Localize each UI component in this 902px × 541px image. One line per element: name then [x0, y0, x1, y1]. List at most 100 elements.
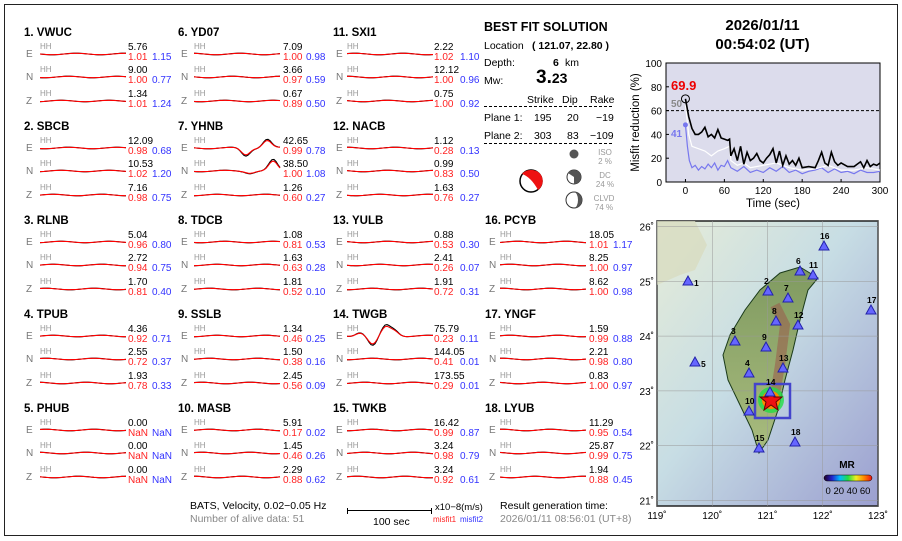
dc-percent: 24 % [595, 180, 615, 189]
synthetic-waveform [500, 334, 587, 338]
misfit1-value: 0.28 [434, 146, 454, 157]
station-title: 4. TPUB [24, 309, 68, 321]
station-title: 12. NACB [333, 121, 385, 133]
synthetic-waveform [347, 146, 434, 150]
misfit2-value: 0.50 [306, 98, 326, 110]
misfit1-value: 0.26 [434, 263, 454, 275]
amplitude-value: 1.12 [434, 136, 454, 147]
station-triangle-icon[interactable] [743, 404, 755, 416]
waveform-trace [347, 263, 433, 267]
misfit2-value: 0.28 [306, 263, 326, 275]
amplitude-value: 0.88 [434, 230, 454, 241]
station-triangle-icon[interactable] [764, 385, 776, 397]
station-triangle-icon[interactable] [865, 303, 877, 315]
station-triangle-icon[interactable] [782, 291, 794, 303]
station-number: 7. [178, 121, 188, 133]
blue-marker [682, 122, 688, 128]
waveform-trace [194, 52, 281, 56]
waveform-trace [500, 451, 587, 455]
misfit1-value: 0.92 [434, 474, 454, 486]
misfit1-value: 0.89 [283, 98, 303, 110]
station-number: 18. [485, 403, 501, 415]
station-triangle-icon[interactable] [753, 441, 765, 453]
misfit1-value: 0.72 [128, 357, 148, 369]
component-label: E [26, 49, 33, 60]
channel-label: HH [500, 230, 512, 239]
station-triangle-icon[interactable] [794, 264, 806, 276]
channel-label: HH [347, 464, 359, 474]
station-triangle-icon[interactable] [770, 314, 782, 326]
waveform-trace [194, 263, 281, 267]
component-label: Z [181, 471, 188, 483]
station-triangle-icon[interactable] [762, 284, 774, 296]
station-triangle-icon[interactable] [807, 268, 819, 280]
station-map-label: 6 [796, 256, 801, 266]
amplitude-value: 1.93 [128, 370, 148, 382]
station-code: LYUB [504, 403, 535, 415]
component-label: E [336, 237, 343, 248]
station-map-label: 10 [745, 396, 755, 406]
waveform-trace [194, 475, 281, 478]
station-triangle-icon[interactable] [818, 239, 830, 251]
waveform-trace [40, 334, 126, 338]
station-triangle-icon[interactable] [743, 366, 755, 378]
station-triangle-icon[interactable] [682, 274, 694, 286]
misfit1-value: 1.02 [434, 52, 454, 63]
mainland-coast [657, 221, 707, 285]
lon-tick-label: 123˚ [868, 510, 888, 522]
search-region-box [753, 382, 792, 420]
misfit2-value: NaN [152, 428, 173, 439]
y-tick-label: 0 [656, 178, 662, 189]
station-triangle-icon[interactable] [689, 355, 701, 367]
amplitude-value: 8.25 [589, 253, 609, 265]
synthetic-waveform [194, 140, 281, 156]
channel-label: HH [194, 276, 206, 286]
amplitude-value: 0.00 [128, 464, 148, 476]
misfit2-value: 0.25 [306, 334, 326, 345]
component-label: E [489, 331, 496, 342]
component-label: E [26, 237, 33, 248]
channel-label: HH [40, 253, 52, 263]
component-label: Z [26, 377, 33, 389]
station-triangle-icon[interactable] [777, 361, 789, 373]
scale-label: 100 sec [373, 516, 410, 528]
misfit1-value: 0.88 [589, 474, 609, 486]
x-tick-label: 240 [833, 186, 850, 197]
misfit1-value: 0.56 [283, 380, 303, 392]
waveform-trace [194, 451, 281, 455]
component-label: N [489, 260, 497, 272]
misfit1-value: 1.00 [589, 380, 609, 392]
channel-label: HH [194, 464, 206, 474]
station-triangle-icon[interactable] [792, 318, 804, 330]
misfit2-value: 0.45 [613, 474, 633, 486]
plane2-label: Plane 2: [484, 130, 523, 142]
station-map-label: 2 [764, 276, 769, 286]
station-code: TPUB [36, 309, 69, 321]
station-number: 4. [24, 309, 34, 321]
component-label: E [26, 331, 33, 342]
header-strike: Strike [527, 94, 554, 106]
station-triangle-icon[interactable] [789, 435, 801, 447]
synthetic-waveform [40, 358, 127, 361]
synthetic-waveform [500, 428, 587, 432]
misfit1-value: 0.72 [434, 286, 454, 298]
channel-label: HH [194, 370, 206, 380]
waveform-trace [194, 99, 281, 102]
waveform-trace [347, 428, 434, 432]
misfit2-value: 0.80 [152, 240, 172, 251]
series-blue [684, 124, 881, 175]
station-map-label: 14 [766, 377, 776, 387]
synthetic-waveform [500, 264, 587, 267]
station-triangle-icon[interactable] [760, 340, 772, 352]
synthetic-waveform [40, 76, 127, 79]
depth-label: Depth: [484, 57, 515, 69]
station-triangle-icon[interactable] [729, 334, 741, 346]
misfit2-value: 1.17 [613, 240, 633, 251]
gray-value-label: 50 [671, 99, 683, 110]
misfit1-value: 0.88 [283, 474, 303, 486]
component-label: Z [336, 189, 343, 201]
misfit1-value: 0.23 [434, 334, 454, 345]
waveform-trace [194, 240, 281, 244]
channel-label: HH [194, 159, 206, 169]
dc-icon [566, 169, 582, 185]
